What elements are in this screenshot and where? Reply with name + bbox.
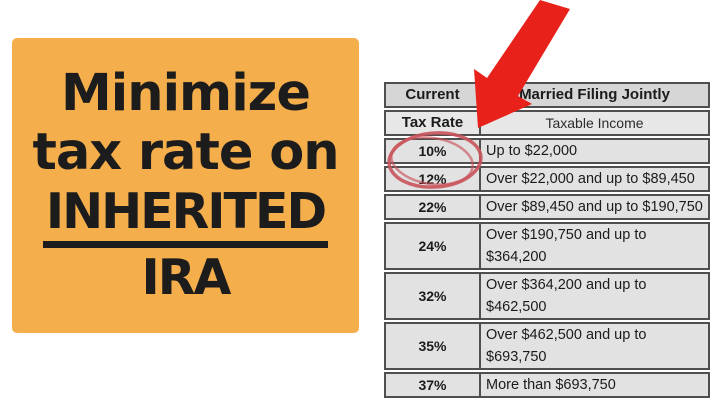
tax-bracket-table: Current Married Filing Jointly Tax Rate … xyxy=(384,80,710,400)
underlined-word: INHERITED xyxy=(42,186,329,248)
taxable-income-cell: More than $693,750 xyxy=(479,372,710,398)
tax-rate-cell: 10% xyxy=(384,138,479,164)
table-row: 35% Over $462,500 and up to $693,750 xyxy=(384,322,710,370)
header-current: Current xyxy=(384,82,479,108)
headline-line-4: IRA xyxy=(141,249,232,306)
taxable-income-cell: Over $190,750 and up to $364,200 xyxy=(479,222,710,270)
taxable-income-cell: Over $364,200 and up to $462,500 xyxy=(479,272,710,320)
tax-rate-cell: 24% xyxy=(384,222,479,270)
header-married-filing-jointly: Married Filing Jointly xyxy=(479,82,710,108)
table-header-row-1: Current Married Filing Jointly xyxy=(384,82,710,108)
tax-rate-cell: 32% xyxy=(384,272,479,320)
table-row: 37% More than $693,750 xyxy=(384,372,710,398)
taxable-income-cell: Up to $22,000 xyxy=(479,138,710,164)
taxable-income-cell: Over $89,450 and up to $190,750 xyxy=(479,194,710,220)
tax-rate-cell: 37% xyxy=(384,372,479,398)
table-row: 12% Over $22,000 and up to $89,450 xyxy=(384,166,710,192)
tax-rate-cell: 12% xyxy=(384,166,479,192)
table-header-row-2: Tax Rate Taxable Income xyxy=(384,110,710,136)
headline-line-2: tax rate on xyxy=(32,123,339,182)
table-row: 24% Over $190,750 and up to $364,200 xyxy=(384,222,710,270)
table-row: 22% Over $89,450 and up to $190,750 xyxy=(384,194,710,220)
headline-line-1: Minimize xyxy=(61,64,311,123)
headline-card: Minimize tax rate on INHERITED IRA xyxy=(12,38,359,333)
headline-line-3: INHERITED xyxy=(42,182,329,248)
taxable-income-cell: Over $462,500 and up to $693,750 xyxy=(479,322,710,370)
tax-rate-cell: 35% xyxy=(384,322,479,370)
header-tax-rate: Tax Rate xyxy=(384,110,479,136)
header-taxable-income: Taxable Income xyxy=(479,110,710,136)
table-row: 10% Up to $22,000 xyxy=(384,138,710,164)
table-row: 32% Over $364,200 and up to $462,500 xyxy=(384,272,710,320)
tax-rate-cell: 22% xyxy=(384,194,479,220)
taxable-income-cell: Over $22,000 and up to $89,450 xyxy=(479,166,710,192)
